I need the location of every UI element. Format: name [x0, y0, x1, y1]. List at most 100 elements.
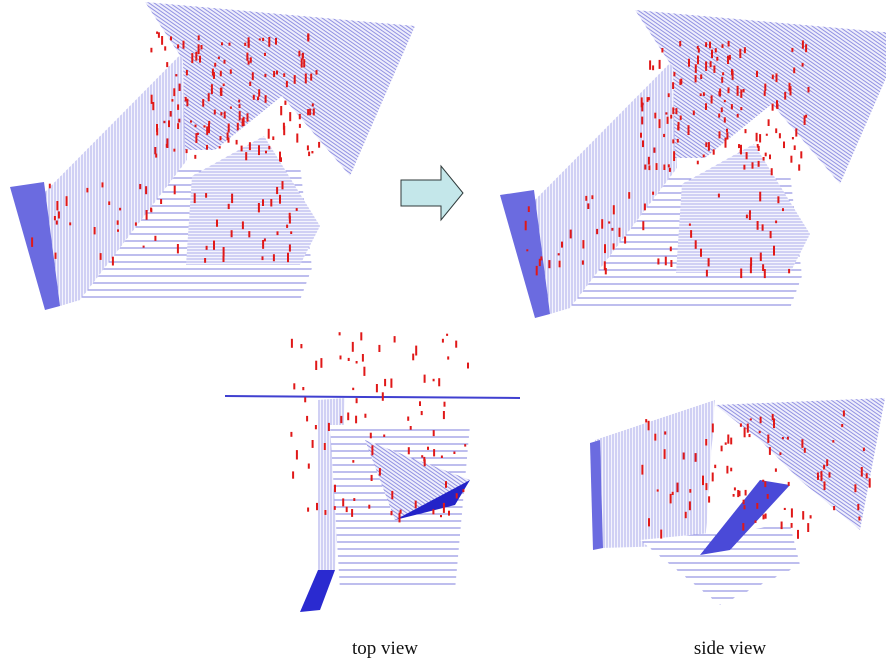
point	[443, 411, 445, 419]
point	[100, 253, 102, 260]
point	[383, 435, 385, 437]
point	[536, 266, 538, 276]
point	[216, 220, 218, 227]
point	[221, 42, 223, 45]
point	[784, 508, 786, 510]
point	[758, 146, 760, 151]
point	[765, 514, 767, 519]
point	[695, 240, 697, 249]
point	[447, 356, 449, 359]
point	[364, 414, 366, 418]
point	[211, 84, 213, 94]
point	[102, 182, 104, 187]
point	[301, 59, 303, 68]
point	[585, 196, 587, 201]
point	[56, 201, 58, 210]
point	[789, 83, 791, 92]
point	[857, 504, 859, 510]
point	[362, 354, 364, 362]
point	[670, 115, 672, 119]
point	[731, 104, 733, 109]
point	[740, 423, 742, 426]
point	[308, 152, 310, 157]
point	[647, 97, 649, 102]
point	[223, 247, 225, 256]
point	[661, 48, 663, 53]
point	[194, 193, 196, 203]
point	[558, 253, 560, 255]
point	[394, 336, 396, 342]
point	[312, 440, 314, 448]
point	[198, 44, 200, 54]
point	[795, 128, 797, 136]
point	[185, 97, 187, 102]
point	[752, 162, 754, 168]
point	[168, 120, 170, 127]
point	[135, 222, 137, 225]
point	[268, 146, 270, 150]
point	[654, 434, 656, 441]
point	[802, 40, 804, 48]
point	[248, 231, 250, 237]
point	[665, 112, 667, 114]
point	[324, 443, 326, 450]
point	[171, 99, 173, 102]
point	[743, 165, 745, 170]
point	[793, 68, 795, 74]
point	[299, 114, 301, 119]
point	[238, 100, 240, 103]
point	[248, 37, 250, 46]
point	[649, 60, 651, 69]
caption: top view	[352, 638, 418, 659]
point	[648, 421, 650, 431]
point	[307, 508, 309, 512]
point	[644, 204, 646, 211]
point	[173, 149, 175, 152]
point	[424, 459, 426, 466]
point	[351, 509, 353, 517]
point	[320, 358, 322, 368]
point	[194, 155, 196, 159]
point	[765, 153, 767, 157]
point	[245, 152, 247, 160]
point	[410, 426, 412, 430]
point	[179, 84, 181, 91]
point	[156, 128, 158, 135]
point	[789, 87, 791, 90]
point	[728, 41, 730, 47]
point	[119, 208, 121, 211]
point	[695, 75, 697, 82]
point	[570, 230, 572, 239]
point	[675, 108, 677, 114]
point	[764, 91, 766, 96]
point	[286, 81, 288, 87]
point	[384, 379, 386, 386]
point	[772, 104, 774, 111]
point	[663, 134, 665, 137]
point	[775, 468, 777, 471]
point	[667, 117, 669, 124]
point	[265, 95, 267, 103]
point	[729, 55, 731, 60]
point	[324, 510, 326, 515]
point	[334, 506, 336, 510]
point	[177, 244, 179, 253]
point	[641, 117, 643, 125]
wall-side	[595, 400, 715, 548]
point	[195, 125, 197, 128]
point	[174, 186, 176, 195]
point	[670, 494, 672, 504]
point	[152, 102, 154, 110]
point	[433, 379, 435, 382]
point	[346, 507, 348, 512]
point	[673, 151, 675, 161]
point	[663, 165, 665, 171]
point	[672, 139, 674, 143]
point	[744, 505, 746, 509]
point	[371, 445, 373, 455]
point	[528, 206, 530, 212]
point	[823, 465, 825, 470]
point	[352, 342, 354, 352]
point	[305, 74, 307, 84]
point	[677, 139, 679, 143]
